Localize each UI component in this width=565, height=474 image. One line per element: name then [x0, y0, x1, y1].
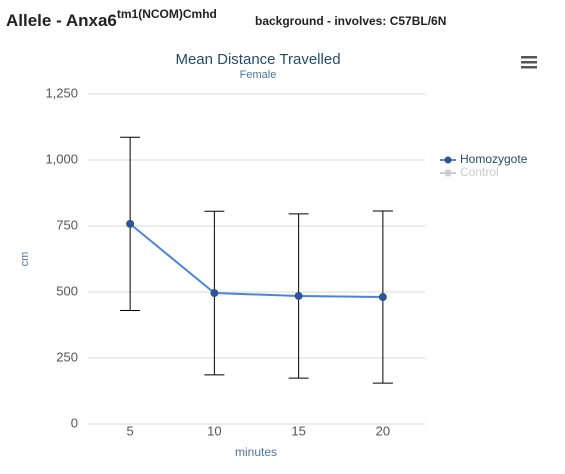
menu-icon[interactable] — [521, 56, 537, 69]
point — [210, 289, 219, 298]
x-tick-label: 5 — [127, 423, 134, 438]
series-line — [129, 223, 383, 299]
y-tick-label: 1,000 — [45, 151, 78, 166]
y-axis-label: cm — [19, 252, 31, 267]
menu-bar[interactable] — [521, 56, 537, 59]
y-tick-label: 250 — [56, 349, 78, 364]
legend-label[interactable]: Control — [460, 165, 499, 179]
legend-label[interactable]: Homozygote — [460, 152, 528, 166]
x-tick-label: 15 — [291, 423, 305, 438]
allele-name: Allele - Anxa6 — [6, 11, 117, 30]
allele-sup: tm1(NCOM)Cmhd — [117, 7, 217, 21]
y-tick-label: 0 — [71, 415, 78, 430]
y-tick-label: 1,250 — [45, 85, 78, 100]
background: background - involves: C57BL/6N — [255, 14, 446, 28]
y-tick-label: 500 — [56, 283, 78, 298]
point — [378, 293, 387, 302]
legend-symbol — [444, 156, 452, 164]
x-tick-label: 20 — [376, 423, 390, 438]
point — [126, 219, 135, 228]
menu-bar[interactable] — [521, 66, 537, 69]
x-axis-label: minutes — [235, 445, 277, 459]
menu-bar[interactable] — [521, 61, 537, 64]
y-tick-label: 750 — [56, 217, 78, 232]
allele: Allele - Anxa6tm1(NCOM)Cmhd — [6, 7, 217, 30]
chart-subtitle: Female — [240, 69, 277, 81]
legend-symbol — [444, 169, 452, 177]
point — [294, 291, 303, 300]
chart-title: Mean Distance Travelled — [175, 51, 340, 68]
x-tick-label: 10 — [207, 423, 221, 438]
